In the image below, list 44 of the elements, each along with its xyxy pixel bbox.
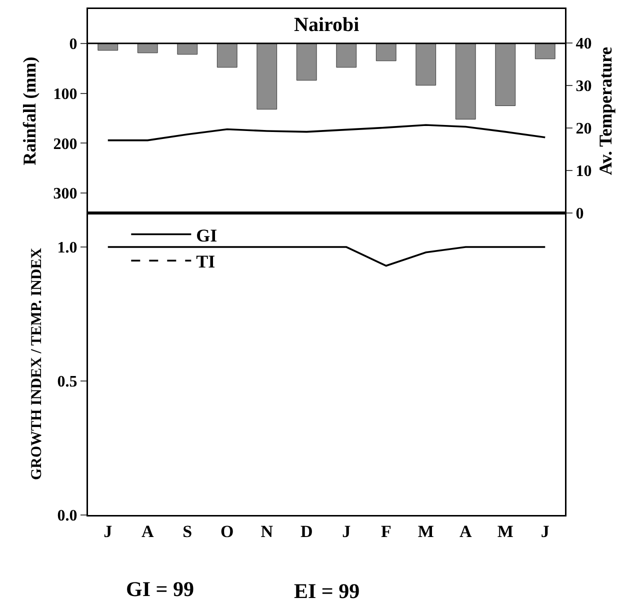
- x-tick-label: M: [418, 522, 434, 541]
- x-tick-label: J: [104, 522, 113, 541]
- x-tick-label: O: [220, 522, 234, 541]
- x-tick-label: A: [141, 522, 154, 541]
- y2-tick-label: 0: [576, 206, 584, 223]
- legend-label: GI: [196, 225, 218, 246]
- y-axis-title: GROWTH INDEX / TEMP. INDEX: [28, 248, 45, 480]
- y-tick-label: 0.5: [57, 374, 78, 391]
- y-tick-label: 100: [53, 86, 78, 103]
- y2-tick-label: 10: [576, 163, 592, 180]
- x-tick-label: M: [497, 522, 514, 541]
- y-tick-label: 1.0: [57, 240, 78, 257]
- bar: [177, 43, 198, 55]
- x-tick-label: A: [459, 522, 472, 541]
- y-tick-label: 300: [53, 186, 78, 203]
- bar: [216, 43, 238, 68]
- x-tick-label: S: [182, 522, 192, 541]
- y-axis-title: Rainfall (mm): [20, 56, 40, 166]
- bar: [455, 43, 476, 120]
- bar: [336, 43, 357, 68]
- bar: [137, 43, 158, 54]
- x-tick-label: J: [540, 522, 550, 541]
- y2-tick-label: 20: [576, 120, 592, 138]
- line-series: [106, 124, 546, 142]
- bar: [534, 43, 556, 60]
- x-tick-label: D: [300, 522, 313, 541]
- text: EI = 99: [294, 579, 360, 603]
- y2-axis-title: Av. Temperature: [596, 46, 616, 176]
- y-tick-label: 0.0: [57, 508, 78, 525]
- y2-tick-label: 40: [576, 36, 592, 53]
- y-tick-label: 200: [53, 136, 78, 153]
- x-tick-label: N: [260, 522, 274, 541]
- chart-title: Nairobi: [294, 14, 360, 36]
- x-tick-label: F: [380, 522, 392, 541]
- bar: [256, 43, 278, 110]
- bar: [296, 43, 317, 81]
- y2-tick-label: 30: [576, 78, 592, 96]
- bar: [376, 43, 396, 62]
- x-tick-label: J: [342, 522, 352, 541]
- text: GI = 99: [126, 577, 194, 601]
- legend-label: TI: [196, 252, 216, 272]
- y-tick-label: 0: [69, 36, 78, 54]
- bar: [495, 43, 516, 106]
- bar: [416, 43, 436, 86]
